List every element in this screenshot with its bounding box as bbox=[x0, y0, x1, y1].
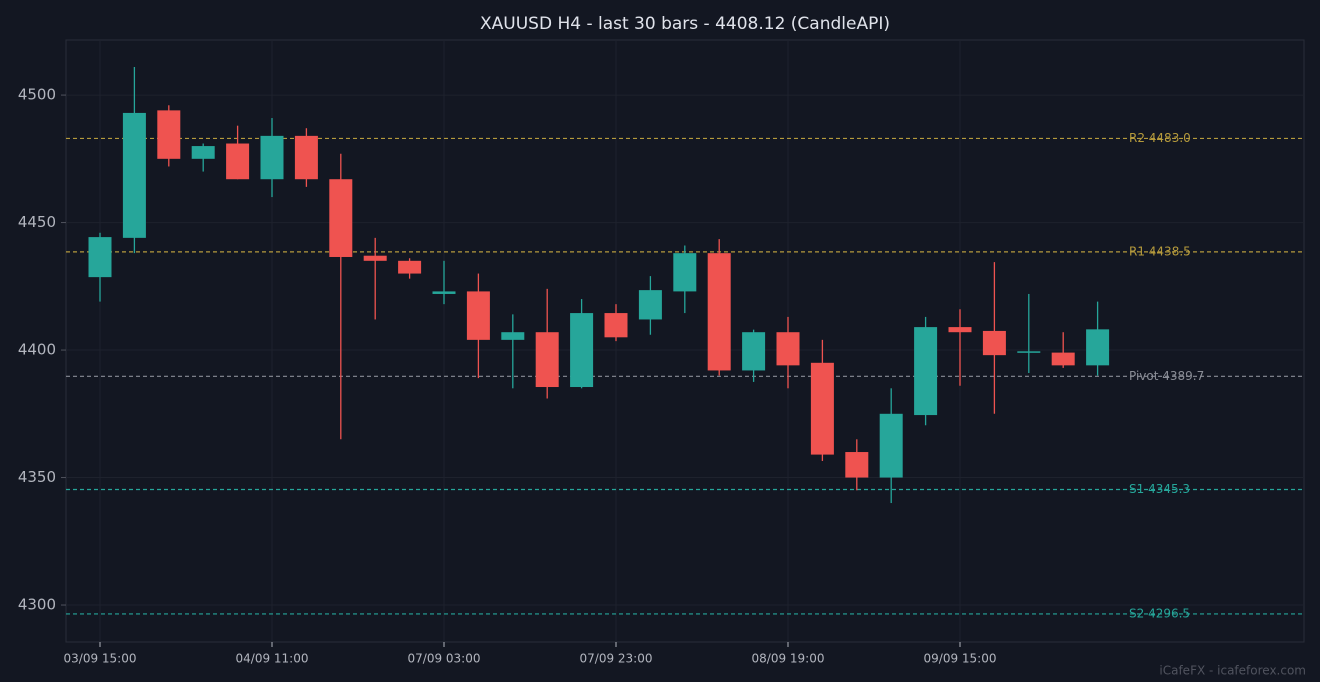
candle-body bbox=[466, 291, 490, 340]
candle-body bbox=[226, 143, 250, 180]
level-label: R1 4438.5 bbox=[1129, 244, 1191, 258]
candle-body bbox=[122, 112, 146, 238]
x-tick-label: 07/09 03:00 bbox=[408, 652, 481, 666]
plot-area bbox=[65, 39, 1305, 643]
y-tick-label: 4350 bbox=[18, 468, 56, 486]
candle-body bbox=[914, 327, 938, 416]
y-tick-label: 4300 bbox=[18, 596, 56, 614]
candle-body bbox=[948, 327, 972, 333]
candle-body bbox=[879, 413, 903, 478]
candle-body bbox=[776, 332, 800, 366]
candle-body bbox=[329, 179, 353, 257]
candle-body bbox=[810, 362, 834, 455]
level-label: Pivot 4389.7 bbox=[1129, 369, 1204, 383]
candle-body bbox=[742, 332, 766, 371]
watermark: iCafeFX - icafeforex.com bbox=[1159, 664, 1306, 678]
candle-body bbox=[363, 255, 387, 261]
candle-body bbox=[1086, 329, 1110, 366]
candle-body bbox=[1017, 351, 1041, 353]
candle-body bbox=[260, 135, 284, 180]
x-tick-label: 04/09 11:00 bbox=[236, 652, 309, 666]
y-tick-label: 4500 bbox=[18, 86, 56, 104]
y-tick-label: 4400 bbox=[18, 341, 56, 359]
candle-body bbox=[570, 313, 594, 388]
y-tick-label: 4450 bbox=[18, 213, 56, 231]
level-label: S2 4296.5 bbox=[1129, 606, 1190, 620]
x-tick-label: 08/09 19:00 bbox=[752, 652, 825, 666]
chart-title: XAUUSD H4 - last 30 bars - 4408.12 (Cand… bbox=[480, 14, 890, 34]
candle-body bbox=[88, 237, 112, 278]
candle-body bbox=[638, 290, 662, 320]
candle-body bbox=[982, 330, 1006, 356]
candle-body bbox=[1051, 352, 1075, 366]
candle-body bbox=[501, 332, 525, 340]
level-label: R2 4483.0 bbox=[1129, 131, 1191, 145]
candle-body bbox=[157, 110, 181, 159]
candle-body bbox=[604, 313, 628, 338]
candle-body bbox=[432, 291, 456, 294]
x-tick-label: 07/09 23:00 bbox=[580, 652, 653, 666]
candle-body bbox=[845, 452, 869, 478]
level-label: S1 4345.3 bbox=[1129, 482, 1190, 496]
candle-body bbox=[535, 332, 559, 388]
candle-body bbox=[191, 146, 215, 159]
x-tick-label: 03/09 15:00 bbox=[64, 652, 137, 666]
candle-body bbox=[707, 253, 731, 371]
x-tick-label: 09/09 15:00 bbox=[924, 652, 997, 666]
candle-body bbox=[398, 260, 422, 274]
candle-body bbox=[294, 135, 318, 180]
candle-body bbox=[673, 253, 697, 292]
